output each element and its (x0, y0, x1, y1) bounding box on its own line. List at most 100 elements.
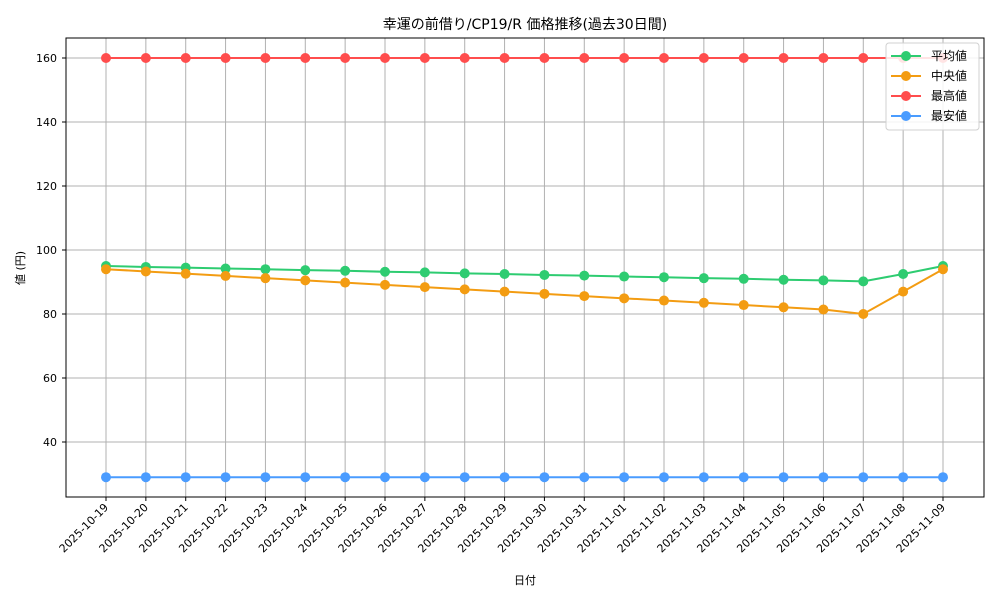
data-point (579, 53, 590, 63)
data-point (698, 53, 709, 63)
data-point (898, 472, 909, 483)
data-point (938, 264, 948, 275)
data-point (300, 472, 311, 483)
data-point (499, 286, 510, 297)
data-point (340, 472, 351, 483)
legend-label: 最安値 (931, 108, 967, 123)
data-point (858, 309, 869, 319)
data-point (459, 472, 470, 483)
data-point (260, 264, 271, 275)
data-point (778, 53, 789, 63)
data-point (698, 273, 709, 284)
data-point (380, 53, 390, 63)
legend-label: 平均値 (931, 48, 967, 63)
data-point (101, 472, 111, 483)
data-point (858, 276, 869, 287)
data-point (818, 472, 829, 483)
y-axis-label: 値 (円) (14, 251, 27, 285)
data-point (818, 53, 829, 63)
chart-title: 幸運の前借り/CP19/R 価格推移(過去30日間) (383, 16, 667, 33)
y-tick-label: 40 (43, 436, 57, 449)
data-point (539, 472, 550, 483)
data-point (340, 277, 351, 288)
legend-marker-icon (901, 51, 911, 61)
legend-item: 最安値 (891, 108, 967, 123)
data-point (778, 302, 789, 313)
data-point (898, 286, 909, 297)
data-point (619, 271, 630, 282)
x-axis-label: 日付 (514, 574, 536, 587)
data-point (459, 53, 470, 63)
data-point (419, 282, 430, 293)
data-point (220, 53, 231, 63)
legend-item: 平均値 (891, 48, 967, 63)
data-point (459, 284, 470, 295)
series-平均値 (101, 261, 948, 287)
data-point (380, 266, 390, 277)
data-point (579, 291, 590, 302)
data-point (738, 53, 749, 63)
data-point (140, 472, 151, 483)
data-point (180, 268, 191, 279)
data-point (419, 53, 430, 63)
legend-item: 中央値 (891, 68, 967, 83)
series-layer (101, 53, 948, 483)
data-point (260, 472, 271, 483)
data-point (619, 293, 630, 304)
y-tick-label: 120 (36, 180, 57, 193)
data-point (738, 300, 749, 311)
legend-marker-icon (901, 71, 911, 81)
y-tick-label: 60 (43, 372, 57, 385)
data-point (419, 472, 430, 483)
data-point (459, 268, 470, 279)
series-最安値 (101, 472, 948, 483)
y-tick-label: 100 (36, 244, 57, 257)
legend-label: 最高値 (931, 88, 967, 103)
data-point (220, 270, 231, 281)
data-point (659, 472, 669, 483)
data-point (858, 53, 869, 63)
x-axis-ticks: 2025-10-192025-10-202025-10-212025-10-22… (57, 497, 948, 555)
data-point (659, 295, 669, 306)
data-point (300, 275, 311, 286)
data-point (380, 279, 390, 290)
data-point (419, 267, 430, 278)
y-axis-ticks: 40 60 80 100 120 140 160 (36, 52, 66, 449)
series-中央値 (101, 264, 948, 319)
y-tick-label: 160 (36, 52, 57, 65)
data-point (818, 304, 829, 315)
legend-marker-icon (901, 111, 911, 121)
legend-label: 中央値 (931, 68, 967, 83)
data-point (579, 270, 590, 281)
series-最高値 (101, 53, 948, 63)
data-point (698, 472, 709, 483)
data-point (858, 472, 869, 483)
data-point (738, 472, 749, 483)
data-point (499, 472, 510, 483)
data-point (619, 472, 630, 483)
data-point (738, 273, 749, 284)
series-line (105, 265, 944, 283)
y-tick-label: 140 (36, 116, 57, 129)
data-point (260, 273, 271, 284)
data-point (539, 269, 550, 280)
data-point (300, 53, 311, 63)
plot-frame (65, 37, 985, 498)
data-point (300, 265, 311, 276)
data-point (579, 472, 590, 483)
data-point (499, 269, 510, 279)
legend-item: 最高値 (891, 88, 967, 103)
legend-marker-icon (901, 91, 911, 101)
data-point (499, 53, 510, 63)
data-point (659, 53, 669, 63)
data-point (619, 53, 630, 63)
data-point (898, 269, 909, 279)
series-line (105, 268, 944, 316)
data-point (698, 297, 709, 308)
data-point (659, 272, 669, 283)
data-point (539, 288, 550, 299)
data-point (340, 265, 351, 276)
data-point (180, 472, 191, 483)
legend-box (885, 42, 980, 131)
